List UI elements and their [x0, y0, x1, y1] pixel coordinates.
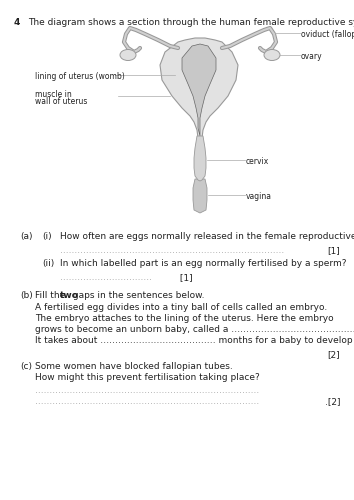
Text: wall of uterus: wall of uterus: [35, 97, 87, 106]
Text: vagina: vagina: [246, 192, 272, 201]
Text: oviduct (fallopian tube): oviduct (fallopian tube): [301, 30, 354, 39]
Text: [1]: [1]: [177, 273, 193, 282]
Text: (i): (i): [42, 232, 52, 241]
Text: The diagram shows a section through the human female reproductive system.: The diagram shows a section through the …: [28, 18, 354, 27]
Text: (b): (b): [20, 291, 33, 300]
Text: ..............................................................................: ........................................…: [35, 397, 259, 406]
Text: lining of uterus (womb): lining of uterus (womb): [35, 72, 125, 81]
Text: ..............................................................................: ........................................…: [35, 386, 259, 395]
Text: two: two: [60, 291, 79, 300]
Text: ..............................................................................: ........................................…: [60, 246, 284, 255]
Text: How might this prevent fertilisation taking place?: How might this prevent fertilisation tak…: [35, 373, 260, 382]
Text: Fill the: Fill the: [35, 291, 68, 300]
Polygon shape: [193, 179, 207, 213]
Text: cervix: cervix: [246, 157, 269, 166]
Text: [2]: [2]: [327, 350, 340, 359]
Polygon shape: [182, 44, 216, 136]
Text: grows to become an unborn baby, called a …………………………………… .: grows to become an unborn baby, called a…: [35, 325, 354, 334]
Text: How often are eggs normally released in the female reproductive system?: How often are eggs normally released in …: [60, 232, 354, 241]
Ellipse shape: [264, 50, 280, 60]
Text: ................................: ................................: [60, 273, 152, 282]
Text: [1]: [1]: [327, 246, 340, 255]
Text: (c): (c): [20, 362, 32, 371]
Text: (a): (a): [20, 232, 33, 241]
Polygon shape: [160, 38, 238, 148]
Text: In which labelled part is an egg normally fertilised by a sperm?: In which labelled part is an egg normall…: [60, 259, 347, 268]
Text: The embryo attaches to the lining of the uterus. Here the embryo: The embryo attaches to the lining of the…: [35, 314, 333, 323]
Text: gaps in the sentences below.: gaps in the sentences below.: [70, 291, 204, 300]
Text: ovary: ovary: [301, 52, 322, 61]
Text: (ii): (ii): [42, 259, 54, 268]
Polygon shape: [194, 136, 206, 181]
Text: It takes about ………………………………… months for a baby to develop: It takes about ………………………………… months for …: [35, 336, 353, 345]
Text: .[2]: .[2]: [325, 397, 340, 406]
Text: Some women have blocked fallopian tubes.: Some women have blocked fallopian tubes.: [35, 362, 233, 371]
Text: 4: 4: [14, 18, 21, 27]
Ellipse shape: [120, 50, 136, 60]
Text: muscle in: muscle in: [35, 90, 72, 99]
Text: A fertilised egg divides into a tiny ball of cells called an embryo.: A fertilised egg divides into a tiny bal…: [35, 303, 327, 312]
